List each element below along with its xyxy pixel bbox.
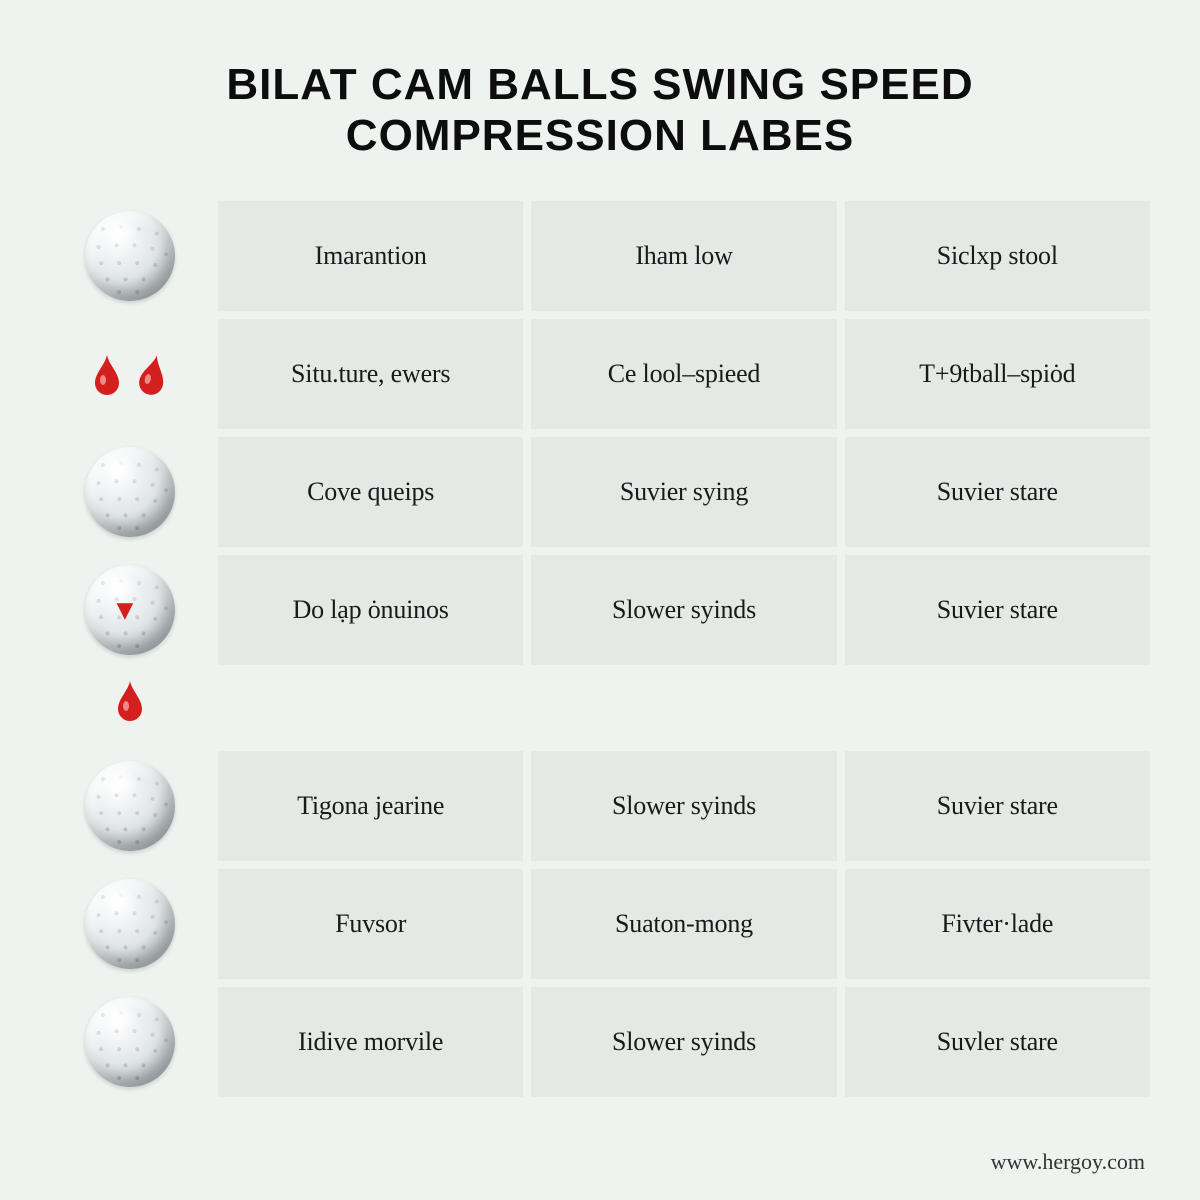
cell: Iham low (531, 201, 836, 311)
two-drops-icon (50, 319, 210, 429)
cell: Cove queips (218, 437, 523, 547)
blank-cell (531, 673, 836, 743)
cell: Slower syinds (531, 987, 836, 1097)
cell: T+9tball–spiȯd (845, 319, 1150, 429)
cell: Suvier stare (845, 437, 1150, 547)
table-row: Imarantion Iham low Siclxp stool (50, 201, 1150, 311)
cell: Imarantion (218, 201, 523, 311)
cell: Siclxp stool (845, 201, 1150, 311)
table-row: Fuvsor Suaton-mong Fivter·lade (50, 869, 1150, 979)
drop-icon (50, 673, 210, 743)
cell: Suaton-mong (531, 869, 836, 979)
cell: Situ.ture, ewers (218, 319, 523, 429)
golf-ball-icon (50, 987, 210, 1097)
cell: Ce lool–spieed (531, 319, 836, 429)
cell: Suvler stare (845, 987, 1150, 1097)
page-title: BILAT CAM BALLS SWING SPEED COMPRESSION … (50, 60, 1150, 161)
cell: Slower syinds (531, 555, 836, 665)
blank-cell (218, 673, 523, 743)
cell: Fuvsor (218, 869, 523, 979)
table-row (50, 673, 1150, 743)
cell: Tigona jearine (218, 751, 523, 861)
blank-cell (845, 673, 1150, 743)
cell: Fivter·lade (845, 869, 1150, 979)
cell: Iidive morvile (218, 987, 523, 1097)
golf-ball-icon (50, 869, 210, 979)
table-row: Situ.ture, ewers Ce lool–spieed T+9tball… (50, 319, 1150, 429)
table-row: Tigona jearine Slower syinds Suvier star… (50, 751, 1150, 861)
cell: Slower syinds (531, 751, 836, 861)
golf-ball-icon (50, 751, 210, 861)
cell: Suvier stare (845, 751, 1150, 861)
cell: Suvier sying (531, 437, 836, 547)
table-row: Iidive morvile Slower syinds Suvler star… (50, 987, 1150, 1097)
compression-table: Imarantion Iham low Siclxp stool (50, 201, 1150, 1097)
golf-ball-icon (50, 437, 210, 547)
golf-ball-marker-icon: ▾ (50, 555, 210, 665)
golf-ball-icon (50, 201, 210, 311)
cell: Do lạp ȯnuinos (218, 555, 523, 665)
source-url: www.hergoy.com (991, 1149, 1145, 1175)
cell: Suvier stare (845, 555, 1150, 665)
table-row: ▾ Do lạp ȯnuinos Slower syinds Suvier st… (50, 555, 1150, 665)
table-row: Cove queips Suvier sying Suvier stare (50, 437, 1150, 547)
